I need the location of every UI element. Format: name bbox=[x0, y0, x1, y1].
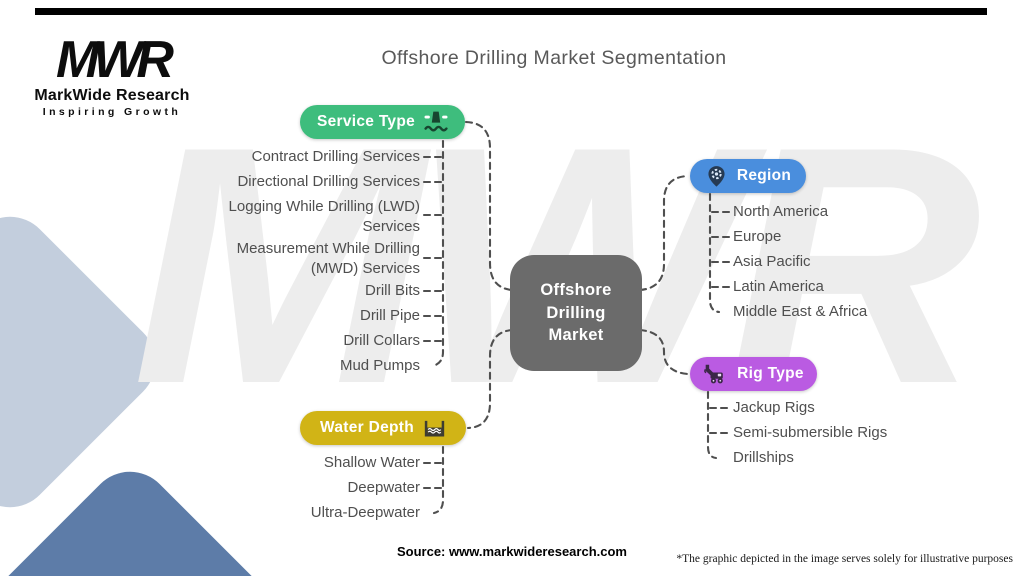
branch-pill-water-depth: Water Depth bbox=[300, 411, 466, 445]
region-items: North America Europe Asia Pacific Latin … bbox=[733, 0, 963, 340]
rig-type-items: Jackup Rigs Semi-submersible Rigs Drills… bbox=[733, 0, 963, 480]
list-item: Drillships bbox=[733, 449, 794, 466]
water-depth-label: Water Depth bbox=[319, 419, 414, 436]
service-type-label: Service Type bbox=[316, 113, 416, 130]
water-branch-line bbox=[432, 445, 445, 515]
center-to-rig-line bbox=[638, 328, 690, 376]
oil-platform-icon bbox=[424, 111, 448, 132]
markwide-logo: MWR MarkWide Research Inspiring Growth bbox=[28, 34, 196, 118]
center-node-offshore-drilling-market: Offshore Drilling Market bbox=[510, 255, 642, 371]
list-item: Latin America bbox=[733, 278, 824, 295]
disclaimer-text: *The graphic depicted in the image serve… bbox=[676, 553, 1013, 565]
list-item: Contract Drilling Services bbox=[251, 148, 420, 165]
logo-mark: MWR bbox=[56, 31, 174, 89]
list-item: Shallow Water bbox=[323, 454, 420, 471]
list-item: Jackup Rigs bbox=[733, 399, 815, 416]
logo-tagline: Inspiring Growth bbox=[42, 106, 182, 118]
list-item: Directional Drilling Services bbox=[237, 173, 420, 190]
list-item: Measurement While Drilling (MWD) Service… bbox=[236, 240, 420, 277]
region-item-ticks bbox=[710, 210, 731, 289]
list-item: Deepwater bbox=[347, 479, 420, 496]
water-depth-items: Shallow Water Deepwater Ultra-Deepwater bbox=[180, 0, 420, 540]
center-to-water-line bbox=[466, 328, 514, 430]
list-item: Europe bbox=[733, 228, 782, 245]
list-item: Ultra-Deepwater bbox=[310, 504, 420, 521]
list-item: Logging While Drilling (LWD) Services bbox=[228, 198, 420, 235]
region-label: Region bbox=[736, 167, 792, 184]
source-text: Source: www.markwideresearch.com bbox=[396, 544, 627, 559]
page-title: Offshore Drilling Market Segmentation bbox=[381, 47, 727, 69]
list-item: Semi-submersible Rigs bbox=[733, 424, 888, 441]
center-to-region-line bbox=[638, 174, 690, 292]
service-branch-line bbox=[431, 139, 445, 368]
water-tank-icon bbox=[424, 420, 445, 436]
list-item: Mud Pumps bbox=[339, 357, 420, 374]
list-item: Drill Pipe bbox=[359, 307, 420, 324]
list-item: Middle East & Africa bbox=[733, 303, 868, 320]
branch-pill-region: Region bbox=[690, 159, 806, 193]
list-item: North America bbox=[733, 203, 829, 220]
map-pin-gear-icon bbox=[708, 165, 725, 187]
list-item: Drill Collars bbox=[343, 332, 420, 349]
rig-item-ticks bbox=[708, 406, 729, 435]
list-item: Asia Pacific bbox=[733, 253, 811, 270]
branch-pill-rig-type: Rig Type bbox=[690, 357, 817, 391]
logo-name: MarkWide Research bbox=[34, 87, 190, 104]
region-branch-line bbox=[708, 192, 721, 314]
branch-pill-service-type: Service Type bbox=[300, 105, 465, 139]
rig-branch-line bbox=[706, 390, 718, 460]
water-item-ticks bbox=[422, 461, 443, 490]
service-item-ticks bbox=[422, 155, 443, 343]
list-item: Drill Bits bbox=[365, 282, 420, 299]
rig-type-label: Rig Type bbox=[737, 365, 804, 382]
service-to-center-line bbox=[464, 120, 514, 292]
top-divider-bar bbox=[35, 8, 987, 15]
service-type-items: Contract Drilling Services Directional D… bbox=[180, 0, 420, 400]
excavator-icon bbox=[704, 364, 723, 384]
